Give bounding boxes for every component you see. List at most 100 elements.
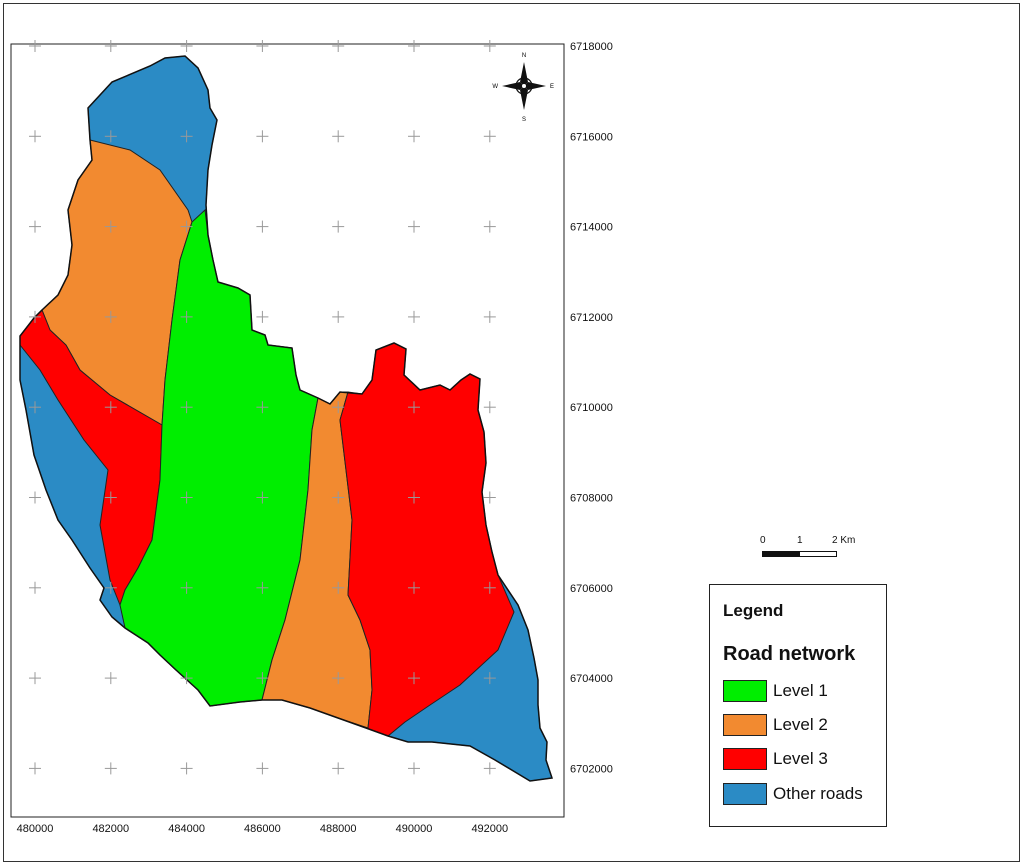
grid-cross <box>104 130 117 143</box>
grid-cross <box>180 40 193 52</box>
grid-cross <box>29 762 41 775</box>
region-layer <box>19 55 553 782</box>
grid-cross <box>408 310 420 323</box>
grid-cross <box>483 220 496 233</box>
grid-cross <box>332 762 345 775</box>
grid-cross <box>332 220 345 233</box>
grid-cross <box>29 310 41 323</box>
grid-cross <box>29 491 41 504</box>
compass-s: S <box>522 117 526 123</box>
legend-swatch <box>723 783 767 805</box>
y-tick-label: 6710000 <box>570 402 613 414</box>
x-tick-label: 486000 <box>244 823 281 835</box>
x-tick-label: 484000 <box>168 823 205 835</box>
grid-cross <box>256 491 269 504</box>
legend-item-label: Level 1 <box>773 681 828 700</box>
grid-cross <box>332 491 345 504</box>
scale-label-1: 1 <box>797 535 803 546</box>
grid-cross <box>180 762 193 775</box>
grid-cross <box>483 40 496 52</box>
legend-swatch <box>723 714 767 736</box>
grid-cross <box>104 672 117 685</box>
legend-title: Legend <box>723 601 784 620</box>
grid-cross <box>483 491 496 504</box>
compass-n: N <box>522 53 526 59</box>
legend-item-label: Other roads <box>773 784 863 803</box>
grid-cross <box>332 581 345 594</box>
legend-item-level-3: Level 3 <box>723 746 828 772</box>
grid-cross <box>408 401 420 414</box>
grid-cross <box>104 40 117 52</box>
grid-cross <box>256 762 269 775</box>
y-tick-label: 6712000 <box>570 312 613 324</box>
graticule <box>29 40 496 775</box>
y-tick-label: 6702000 <box>570 763 613 775</box>
grid-cross <box>256 40 269 52</box>
legend-swatch <box>723 680 767 702</box>
grid-cross <box>332 310 345 323</box>
grid-cross <box>408 130 420 143</box>
grid-cross <box>332 401 345 414</box>
legend-item-other-roads: Other roads <box>723 781 863 807</box>
grid-cross <box>256 672 269 685</box>
scale-segment-dark <box>762 551 800 557</box>
grid-cross <box>408 491 420 504</box>
legend-item-level-1: Level 1 <box>723 678 828 704</box>
grid-cross <box>483 310 496 323</box>
grid-cross <box>104 581 117 594</box>
y-tick-label: 6718000 <box>570 41 613 53</box>
grid-cross <box>104 401 117 414</box>
grid-cross <box>483 672 496 685</box>
grid-cross <box>180 130 193 143</box>
grid-cross <box>104 762 117 775</box>
grid-cross <box>104 220 117 233</box>
x-tick-label: 480000 <box>17 823 54 835</box>
grid-cross <box>408 762 420 775</box>
grid-cross <box>483 762 496 775</box>
legend-item-label: Level 2 <box>773 715 828 734</box>
scale-bar: 0 1 2 Km <box>760 535 870 571</box>
x-tick-labels: 480000 482000 484000 486000 488000 490000 4920… <box>17 823 509 835</box>
legend-swatch <box>723 748 767 770</box>
y-tick-label: 6714000 <box>570 222 613 234</box>
grid-cross <box>104 310 117 323</box>
grid-cross <box>180 310 193 323</box>
compass-w: W <box>492 84 498 90</box>
grid-cross <box>29 40 41 52</box>
grid-cross <box>104 491 117 504</box>
grid-cross <box>408 220 420 233</box>
y-tick-labels: 6718000 6716000 6714000 6712000 6710000 67080… <box>570 41 613 775</box>
grid-cross <box>29 401 41 414</box>
grid-cross <box>29 220 41 233</box>
region-outline <box>19 55 553 782</box>
north-arrow-icon: N S E W <box>492 53 554 123</box>
grid-cross <box>29 130 41 143</box>
grid-cross <box>483 401 496 414</box>
scale-segment-light <box>799 551 837 557</box>
grid-cross <box>180 581 193 594</box>
grid-cross <box>332 130 345 143</box>
y-tick-label: 6704000 <box>570 673 613 685</box>
grid-cross <box>180 220 193 233</box>
legend-subtitle: Road network <box>723 643 856 665</box>
grid-cross <box>256 220 269 233</box>
map-frame <box>3 3 1020 862</box>
grid-cross <box>256 310 269 323</box>
legend-item-level-2: Level 2 <box>723 712 828 738</box>
grid-cross <box>180 491 193 504</box>
grid-cross <box>332 672 345 685</box>
compass-e: E <box>550 84 554 90</box>
grid-cross <box>483 130 496 143</box>
grid-cross <box>29 672 41 685</box>
y-tick-label: 6716000 <box>570 131 613 143</box>
scale-label-0: 0 <box>760 535 766 546</box>
grid-cross <box>256 130 269 143</box>
grid-cross <box>408 581 420 594</box>
grid-cross <box>180 672 193 685</box>
grid-cross <box>408 672 420 685</box>
x-tick-label: 490000 <box>396 823 433 835</box>
grid-cross <box>256 401 269 414</box>
x-tick-label: 492000 <box>471 823 508 835</box>
legend-item-label: Level 3 <box>773 749 828 768</box>
